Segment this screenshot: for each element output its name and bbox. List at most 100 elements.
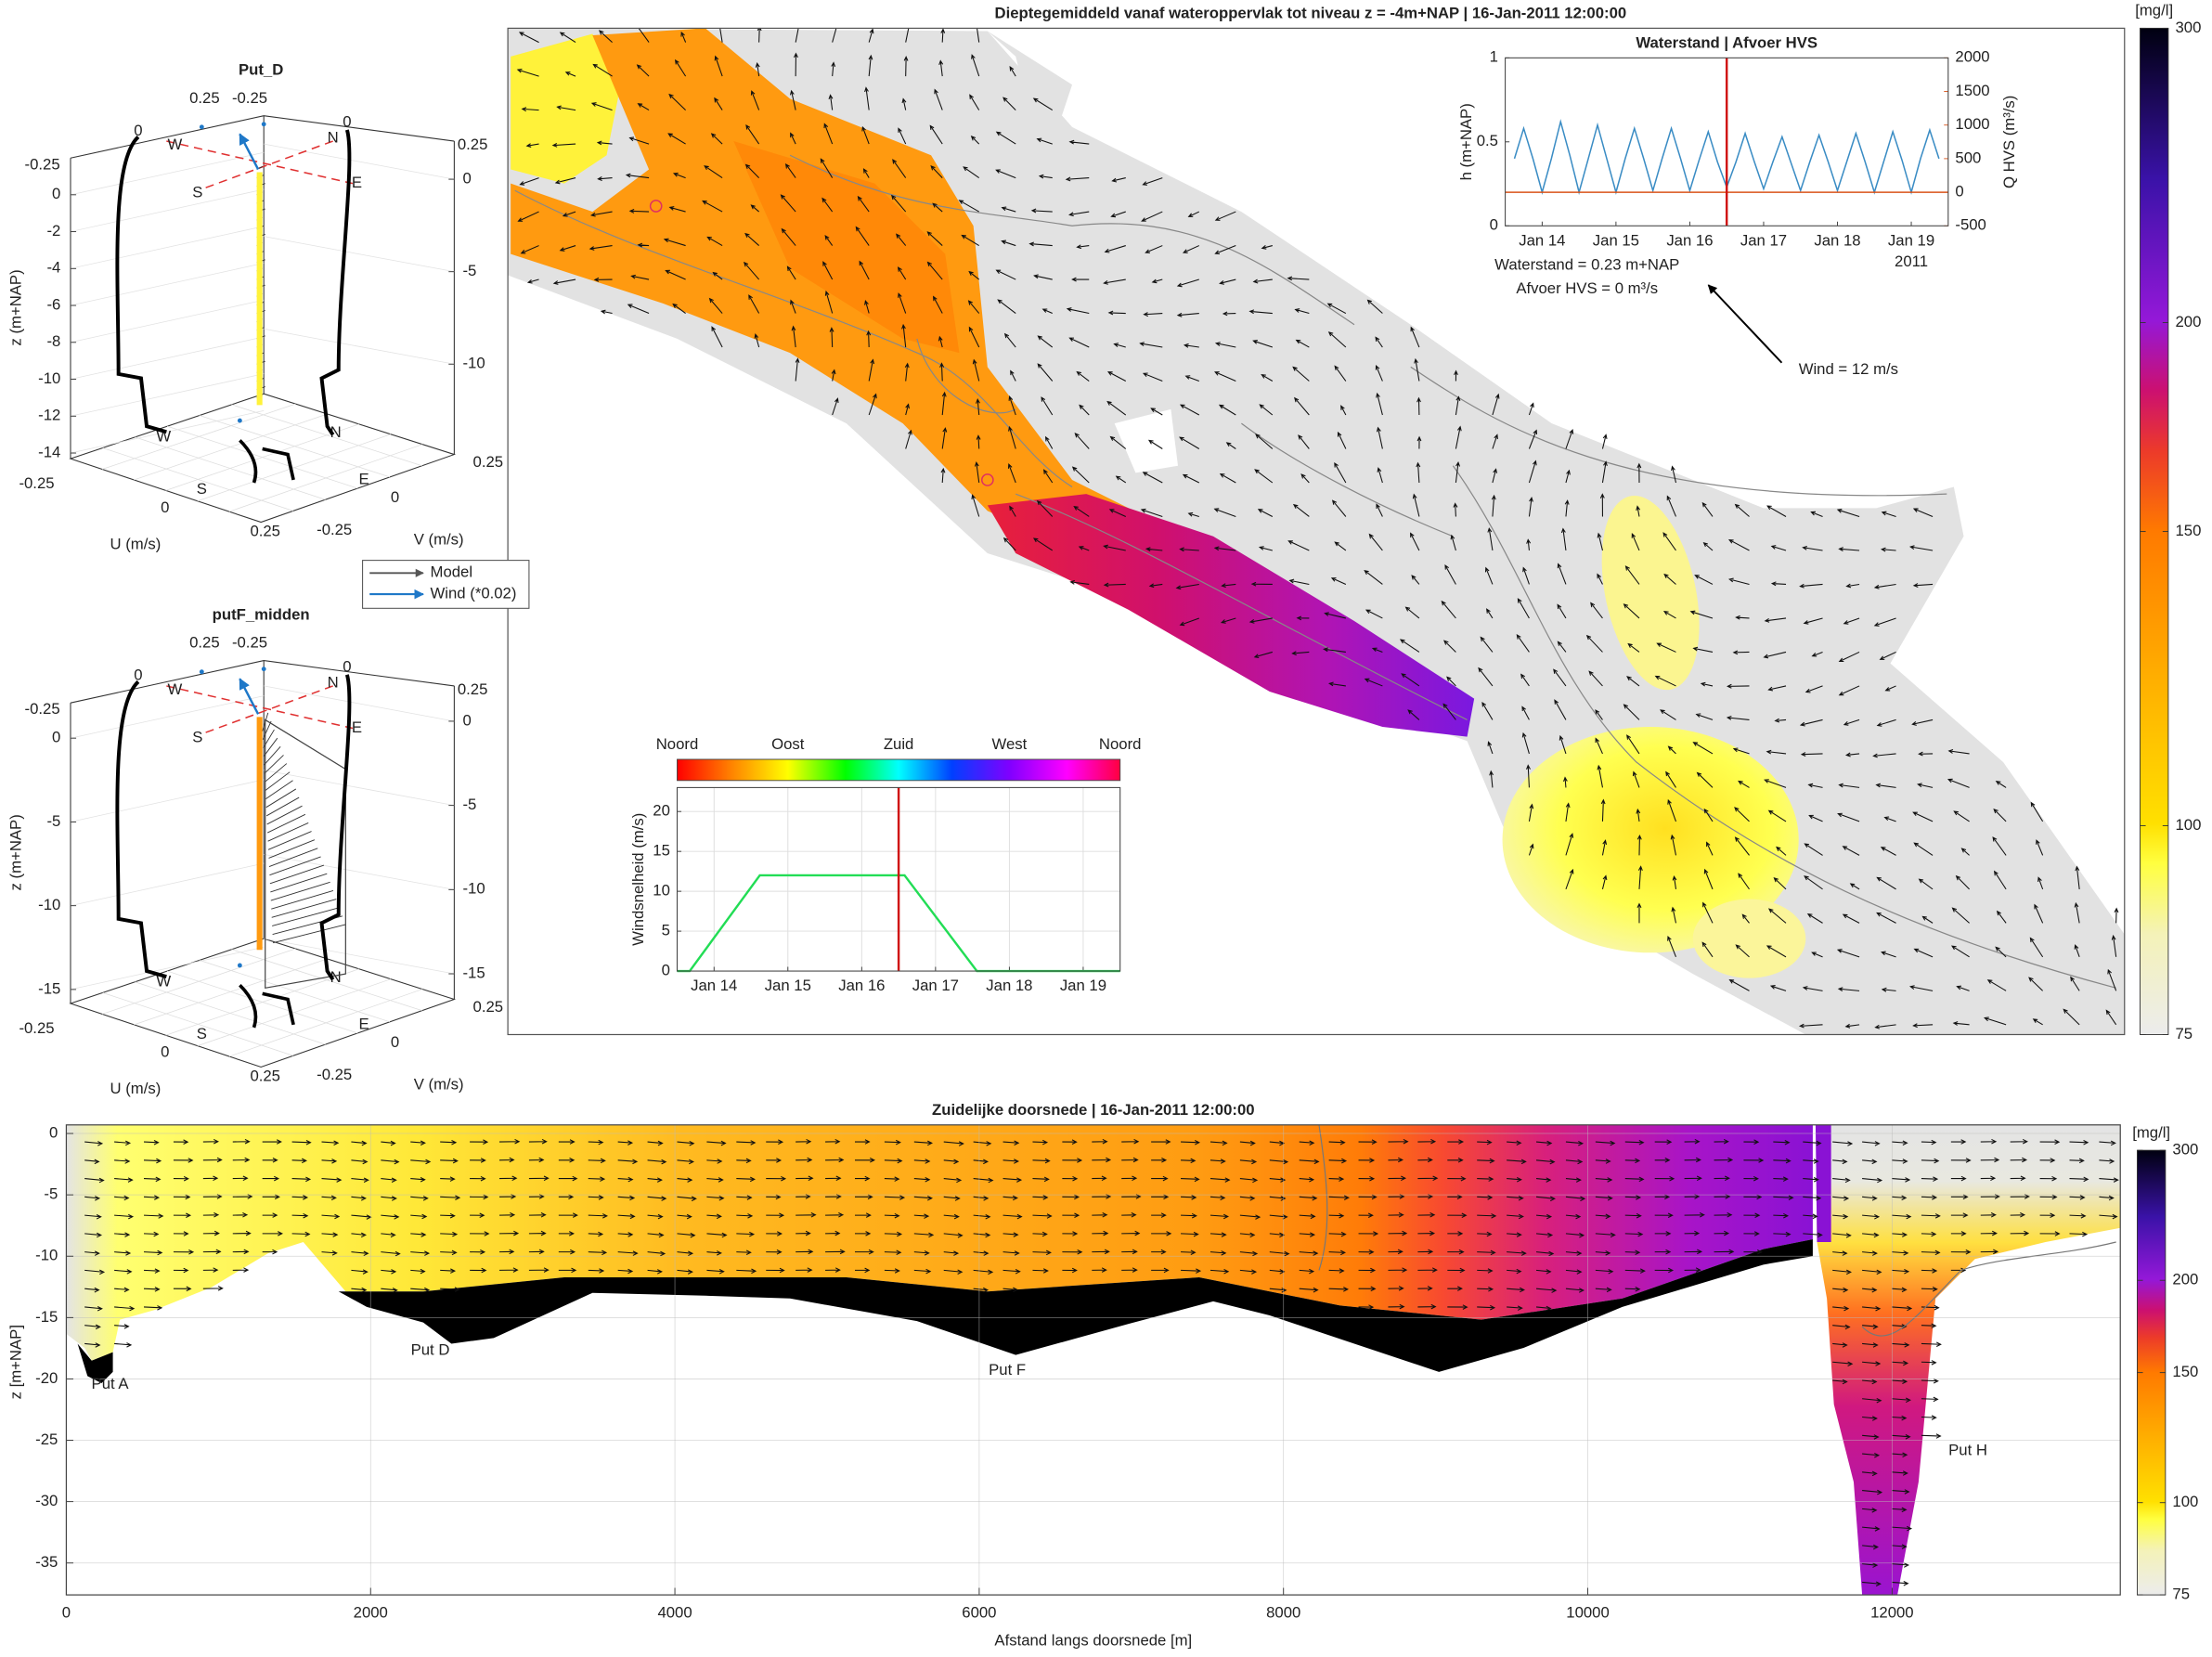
- section-frame: [65, 1124, 2121, 1596]
- compass-label: N: [330, 423, 342, 441]
- z2-tick-label: -15: [462, 964, 485, 981]
- well-label: Put F: [989, 1361, 1026, 1379]
- y-tick-label: 20: [653, 802, 670, 820]
- concentration-orange-dark: [733, 141, 960, 354]
- y2-tick-label: 1000: [1955, 115, 1989, 133]
- y-tick-label: -30: [35, 1492, 58, 1509]
- uv-tick-label: 0.25: [250, 1068, 280, 1085]
- grid-line: [264, 236, 455, 273]
- colorbar-tick-label: 200: [2172, 1271, 2198, 1288]
- uv-tick-label: 0.25: [473, 998, 504, 1016]
- uv-tick-label: -0.25: [19, 1019, 54, 1037]
- x-tick-label: Jan 17: [912, 977, 959, 994]
- grid-line: [70, 373, 265, 417]
- uv-tick-label: 0: [343, 658, 351, 676]
- grid-line: [70, 336, 265, 380]
- x-axis-label: Afstand langs doorsnede [m]: [994, 1632, 1192, 1650]
- z-tick-label: -2: [46, 222, 60, 239]
- readout: Afvoer HVS = 0 m³/s: [1516, 279, 1658, 297]
- uv-tick-label: 0.25: [458, 136, 488, 153]
- grid-line: [70, 779, 265, 822]
- uv-tick-label: -0.25: [317, 521, 352, 538]
- depth-contour: [514, 189, 1073, 488]
- map-field: [508, 28, 2125, 1035]
- compass-label: N: [330, 968, 342, 986]
- z2-tick-label: -5: [462, 796, 476, 813]
- z-tick-label: -10: [38, 896, 60, 913]
- compass-label: S: [197, 1025, 207, 1042]
- compass-label: E: [359, 470, 369, 487]
- velocity-bundle: [265, 718, 346, 990]
- uv-tick-label: 0.25: [189, 634, 220, 652]
- compass-label: N: [328, 128, 339, 146]
- legend-label: Model: [431, 563, 473, 581]
- grid-line: [70, 410, 265, 454]
- x-tick-label: Jan 16: [1666, 231, 1713, 249]
- compass-label: S: [197, 480, 207, 498]
- well-label: Put H: [1948, 1441, 1987, 1458]
- direction-label: Noord: [1099, 735, 1142, 753]
- depth-contour: [916, 338, 1016, 414]
- colorbar-tick-label: 200: [2175, 313, 2201, 330]
- x-tick-label: Jan 17: [1740, 231, 1787, 249]
- z2-tick-label: 0: [462, 711, 471, 729]
- colorbar-label: [mg/l]: [2135, 2, 2173, 19]
- box-edge: [70, 115, 455, 159]
- uv-tick-label: 0: [134, 667, 142, 684]
- concentration-field: [1815, 1124, 1831, 1242]
- direction-label: West: [992, 735, 1028, 753]
- y-tick-label: -25: [35, 1430, 58, 1448]
- uv-tick-label: -0.25: [25, 700, 60, 718]
- y-tick-label: -10: [35, 1247, 58, 1264]
- depth-contour: [1241, 422, 1454, 537]
- colorbar-tick-label: 75: [2175, 1025, 2193, 1042]
- grid-line: [70, 226, 265, 269]
- depth-contour: [789, 154, 1355, 326]
- concentration-yellow: [1601, 495, 1700, 691]
- readout: Waterstand = 0.23 m+NAP: [1494, 255, 1679, 273]
- direction-colorbar: [677, 758, 1121, 782]
- z2-tick-label: -10: [462, 880, 485, 898]
- colorbar-tick-label: 300: [2172, 1141, 2198, 1159]
- uv-tick-label: 0.25: [250, 523, 280, 540]
- uv-tick-label: -0.25: [19, 474, 54, 492]
- compass-label: W: [168, 136, 183, 153]
- wind-arrow: [1707, 284, 1783, 364]
- colorbar-tick-label: 300: [2175, 19, 2201, 36]
- z-tick-label: 0: [52, 185, 60, 202]
- uv-tick-label: 0: [343, 113, 351, 131]
- grid-line: [70, 695, 265, 739]
- hodograph: 0 -5 -10 -15 0 -5 -10 -15 0.25 -0.25 0 0 0.25 -0.25 -0…: [7, 605, 503, 1097]
- y-tick-label: -35: [35, 1553, 58, 1571]
- y2-tick-label: 500: [1955, 149, 1981, 166]
- grid-line: [70, 263, 265, 306]
- grid-line: [70, 946, 265, 990]
- grid-line: [70, 188, 265, 232]
- x-tick-year: 2011: [1895, 252, 1928, 270]
- compass-label: E: [359, 1015, 369, 1032]
- bed: [338, 1238, 1813, 1372]
- x-tick-label: 6000: [962, 1603, 996, 1621]
- y-tick-label: -5: [44, 1185, 58, 1203]
- well-label: Put D: [411, 1340, 450, 1358]
- grid-line: [264, 328, 455, 365]
- wind-vector: [239, 678, 260, 715]
- depth-contour: [1452, 465, 2116, 989]
- model-curve: [239, 983, 295, 1029]
- z-tick-label: -10: [38, 369, 60, 387]
- colorbar-tick-label: 150: [2175, 522, 2201, 539]
- wind-dot: [261, 667, 266, 672]
- y-tick-label: 0: [662, 961, 670, 978]
- x-tick-label: Jan 16: [838, 977, 885, 994]
- y-tick-label: 5: [662, 922, 670, 939]
- z2-tick-label: 0: [462, 170, 471, 188]
- concentration-yellow: [1502, 727, 1799, 953]
- wind-dot: [237, 418, 242, 423]
- z-tick-label: -8: [46, 332, 60, 350]
- z-tick-label: -14: [38, 443, 60, 460]
- location-marker: [981, 473, 994, 486]
- z-tick-label: -15: [38, 979, 60, 997]
- uv-tick-label: -0.25: [317, 1066, 352, 1083]
- land-hole: [1114, 408, 1179, 473]
- uv-tick-label: 0.25: [473, 453, 504, 471]
